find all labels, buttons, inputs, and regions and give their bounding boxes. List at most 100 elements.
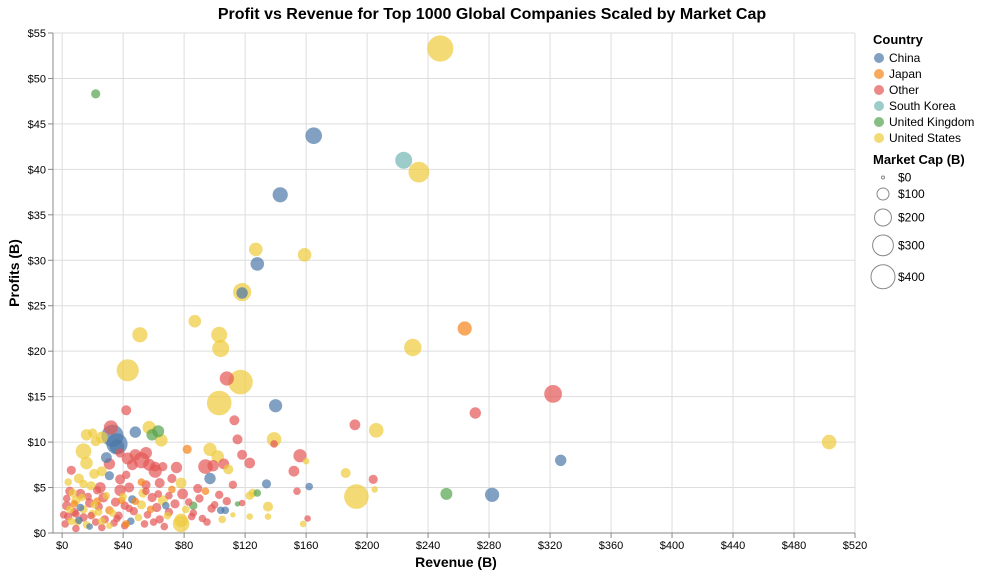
data-point [78, 493, 86, 502]
y-tick-label: $45 [28, 119, 46, 131]
data-point [119, 492, 127, 501]
x-tick-label: $480 [782, 540, 806, 552]
data-point [67, 517, 76, 525]
y-tick-label: $40 [28, 164, 46, 176]
data-point [201, 487, 210, 496]
data-point [84, 492, 92, 501]
x-tick-label: $80 [175, 540, 193, 552]
data-point [106, 522, 113, 529]
data-point [249, 242, 263, 257]
data-point [230, 512, 236, 518]
data-point [344, 484, 369, 509]
data-point [288, 465, 300, 477]
data-point [170, 461, 183, 474]
legend-size-label: $100 [898, 187, 925, 201]
data-point [204, 472, 216, 485]
grid-lines [53, 32, 856, 534]
data-point [116, 359, 139, 382]
data-point [293, 449, 307, 463]
legend-size-label: $400 [898, 270, 925, 284]
data-point [187, 512, 196, 521]
data-point [142, 487, 150, 496]
data-point [149, 518, 158, 526]
y-tick-label: $5 [34, 483, 46, 495]
data-point [75, 516, 83, 525]
data-point [193, 483, 203, 494]
legend: Country China Japan Other South Korea United… [870, 32, 974, 290]
x-tick-label: $280 [477, 540, 501, 552]
data-point [121, 405, 132, 416]
legend-color-label: Other [889, 83, 919, 97]
data-point [110, 497, 121, 507]
data-point [160, 522, 169, 531]
data-point [163, 511, 172, 520]
data-point [158, 462, 168, 472]
legend-color-swatch [874, 117, 884, 127]
data-point [270, 440, 278, 448]
data-point [246, 513, 253, 520]
data-point [234, 501, 241, 507]
data-point [132, 327, 148, 343]
data-point [91, 89, 101, 99]
data-point [66, 505, 74, 514]
data-point [140, 447, 152, 459]
data-point [102, 491, 111, 500]
data-point [238, 499, 246, 507]
data-point [184, 498, 193, 506]
data-point [129, 449, 141, 461]
legend-size-circle [881, 175, 885, 180]
data-point [182, 444, 192, 454]
data-point [64, 478, 72, 486]
legend-color-label: China [889, 51, 921, 65]
data-point [408, 161, 430, 183]
data-point [101, 452, 112, 463]
legend-size-label: $0 [898, 171, 912, 185]
x-tick-label: $0 [56, 540, 68, 552]
data-point [221, 506, 230, 515]
data-point [211, 326, 228, 343]
data-points [59, 35, 837, 533]
axes: $0 $40 $80 $120 $160 $200 $240 $280 $320 $360 $400… [28, 28, 868, 552]
x-tick-label: $360 [599, 540, 623, 552]
y-tick-label: $15 [28, 392, 46, 404]
data-point [129, 426, 141, 438]
data-point [395, 151, 413, 169]
x-tick-label: $160 [294, 540, 318, 552]
data-point [177, 488, 189, 500]
data-point [269, 399, 283, 413]
data-point [272, 187, 288, 203]
data-point [108, 509, 117, 517]
data-point [229, 415, 240, 426]
y-tick-label: $20 [28, 346, 46, 358]
data-point [349, 419, 361, 431]
data-point [146, 505, 155, 514]
data-point [72, 510, 80, 518]
data-point [137, 478, 146, 486]
legend-color-label: United Kingdom [889, 115, 974, 129]
x-tick-label: $40 [114, 540, 132, 552]
data-point [232, 434, 243, 445]
y-tick-label: $25 [28, 301, 46, 313]
data-point [90, 436, 101, 447]
data-point [368, 474, 378, 484]
data-point [86, 481, 96, 491]
data-point [206, 390, 232, 416]
data-point [62, 494, 71, 503]
data-point [98, 523, 106, 532]
legend-color-swatch [874, 133, 884, 143]
data-point [821, 434, 837, 450]
legend-color-swatch [874, 53, 884, 63]
data-point [340, 468, 351, 478]
data-point [304, 515, 311, 522]
data-point [368, 423, 384, 438]
legend-color-title: Country [873, 32, 924, 47]
data-point [215, 490, 224, 499]
chart-title: Profit vs Revenue for Top 1000 Global Co… [218, 6, 767, 23]
data-point [122, 520, 130, 528]
legend-size-title: Market Cap (B) [873, 152, 965, 167]
data-point [96, 466, 107, 477]
data-point [228, 480, 238, 489]
y-tick-label: $55 [28, 28, 46, 40]
data-point [91, 518, 100, 526]
